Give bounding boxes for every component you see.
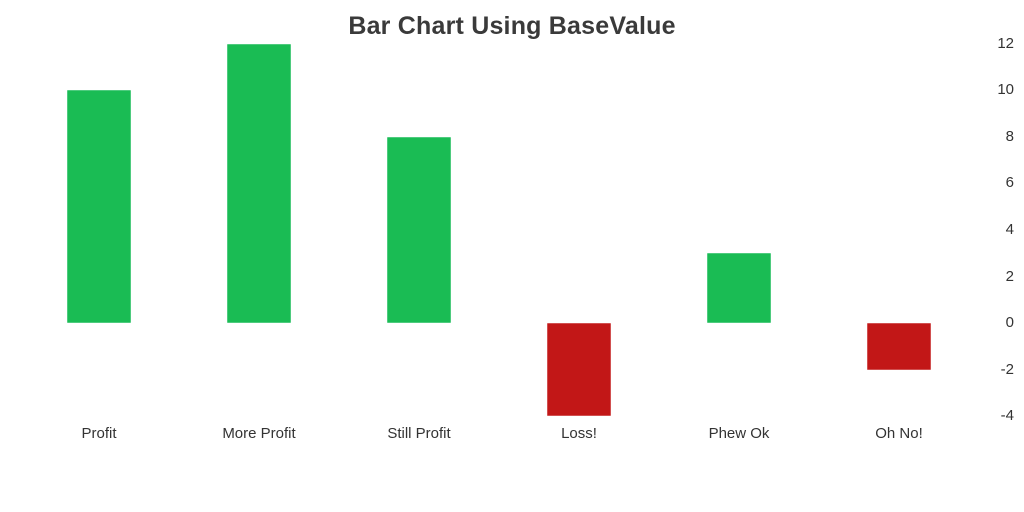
bar-loss[interactable] bbox=[547, 323, 611, 417]
bar-more-profit[interactable] bbox=[227, 43, 291, 324]
bar-still-profit[interactable] bbox=[387, 136, 451, 323]
x-label-profit: Profit bbox=[81, 425, 117, 442]
plot-area bbox=[19, 30, 979, 430]
bar-oh-no[interactable] bbox=[867, 323, 931, 370]
x-label-oh-no: Oh No! bbox=[875, 425, 923, 442]
x-label-more-profit: More Profit bbox=[222, 425, 296, 442]
x-label-loss: Loss! bbox=[561, 425, 597, 442]
x-label-still-profit: Still Profit bbox=[387, 425, 451, 442]
chart-title: Bar Chart Using BaseValue bbox=[348, 12, 676, 40]
x-axis: Profit More Profit Still Profit Loss! Phew O… bbox=[19, 425, 979, 445]
bar-phew-ok[interactable] bbox=[707, 253, 771, 324]
x-label-phew-ok: Phew Ok bbox=[708, 425, 770, 442]
bar-profit[interactable] bbox=[67, 90, 131, 323]
